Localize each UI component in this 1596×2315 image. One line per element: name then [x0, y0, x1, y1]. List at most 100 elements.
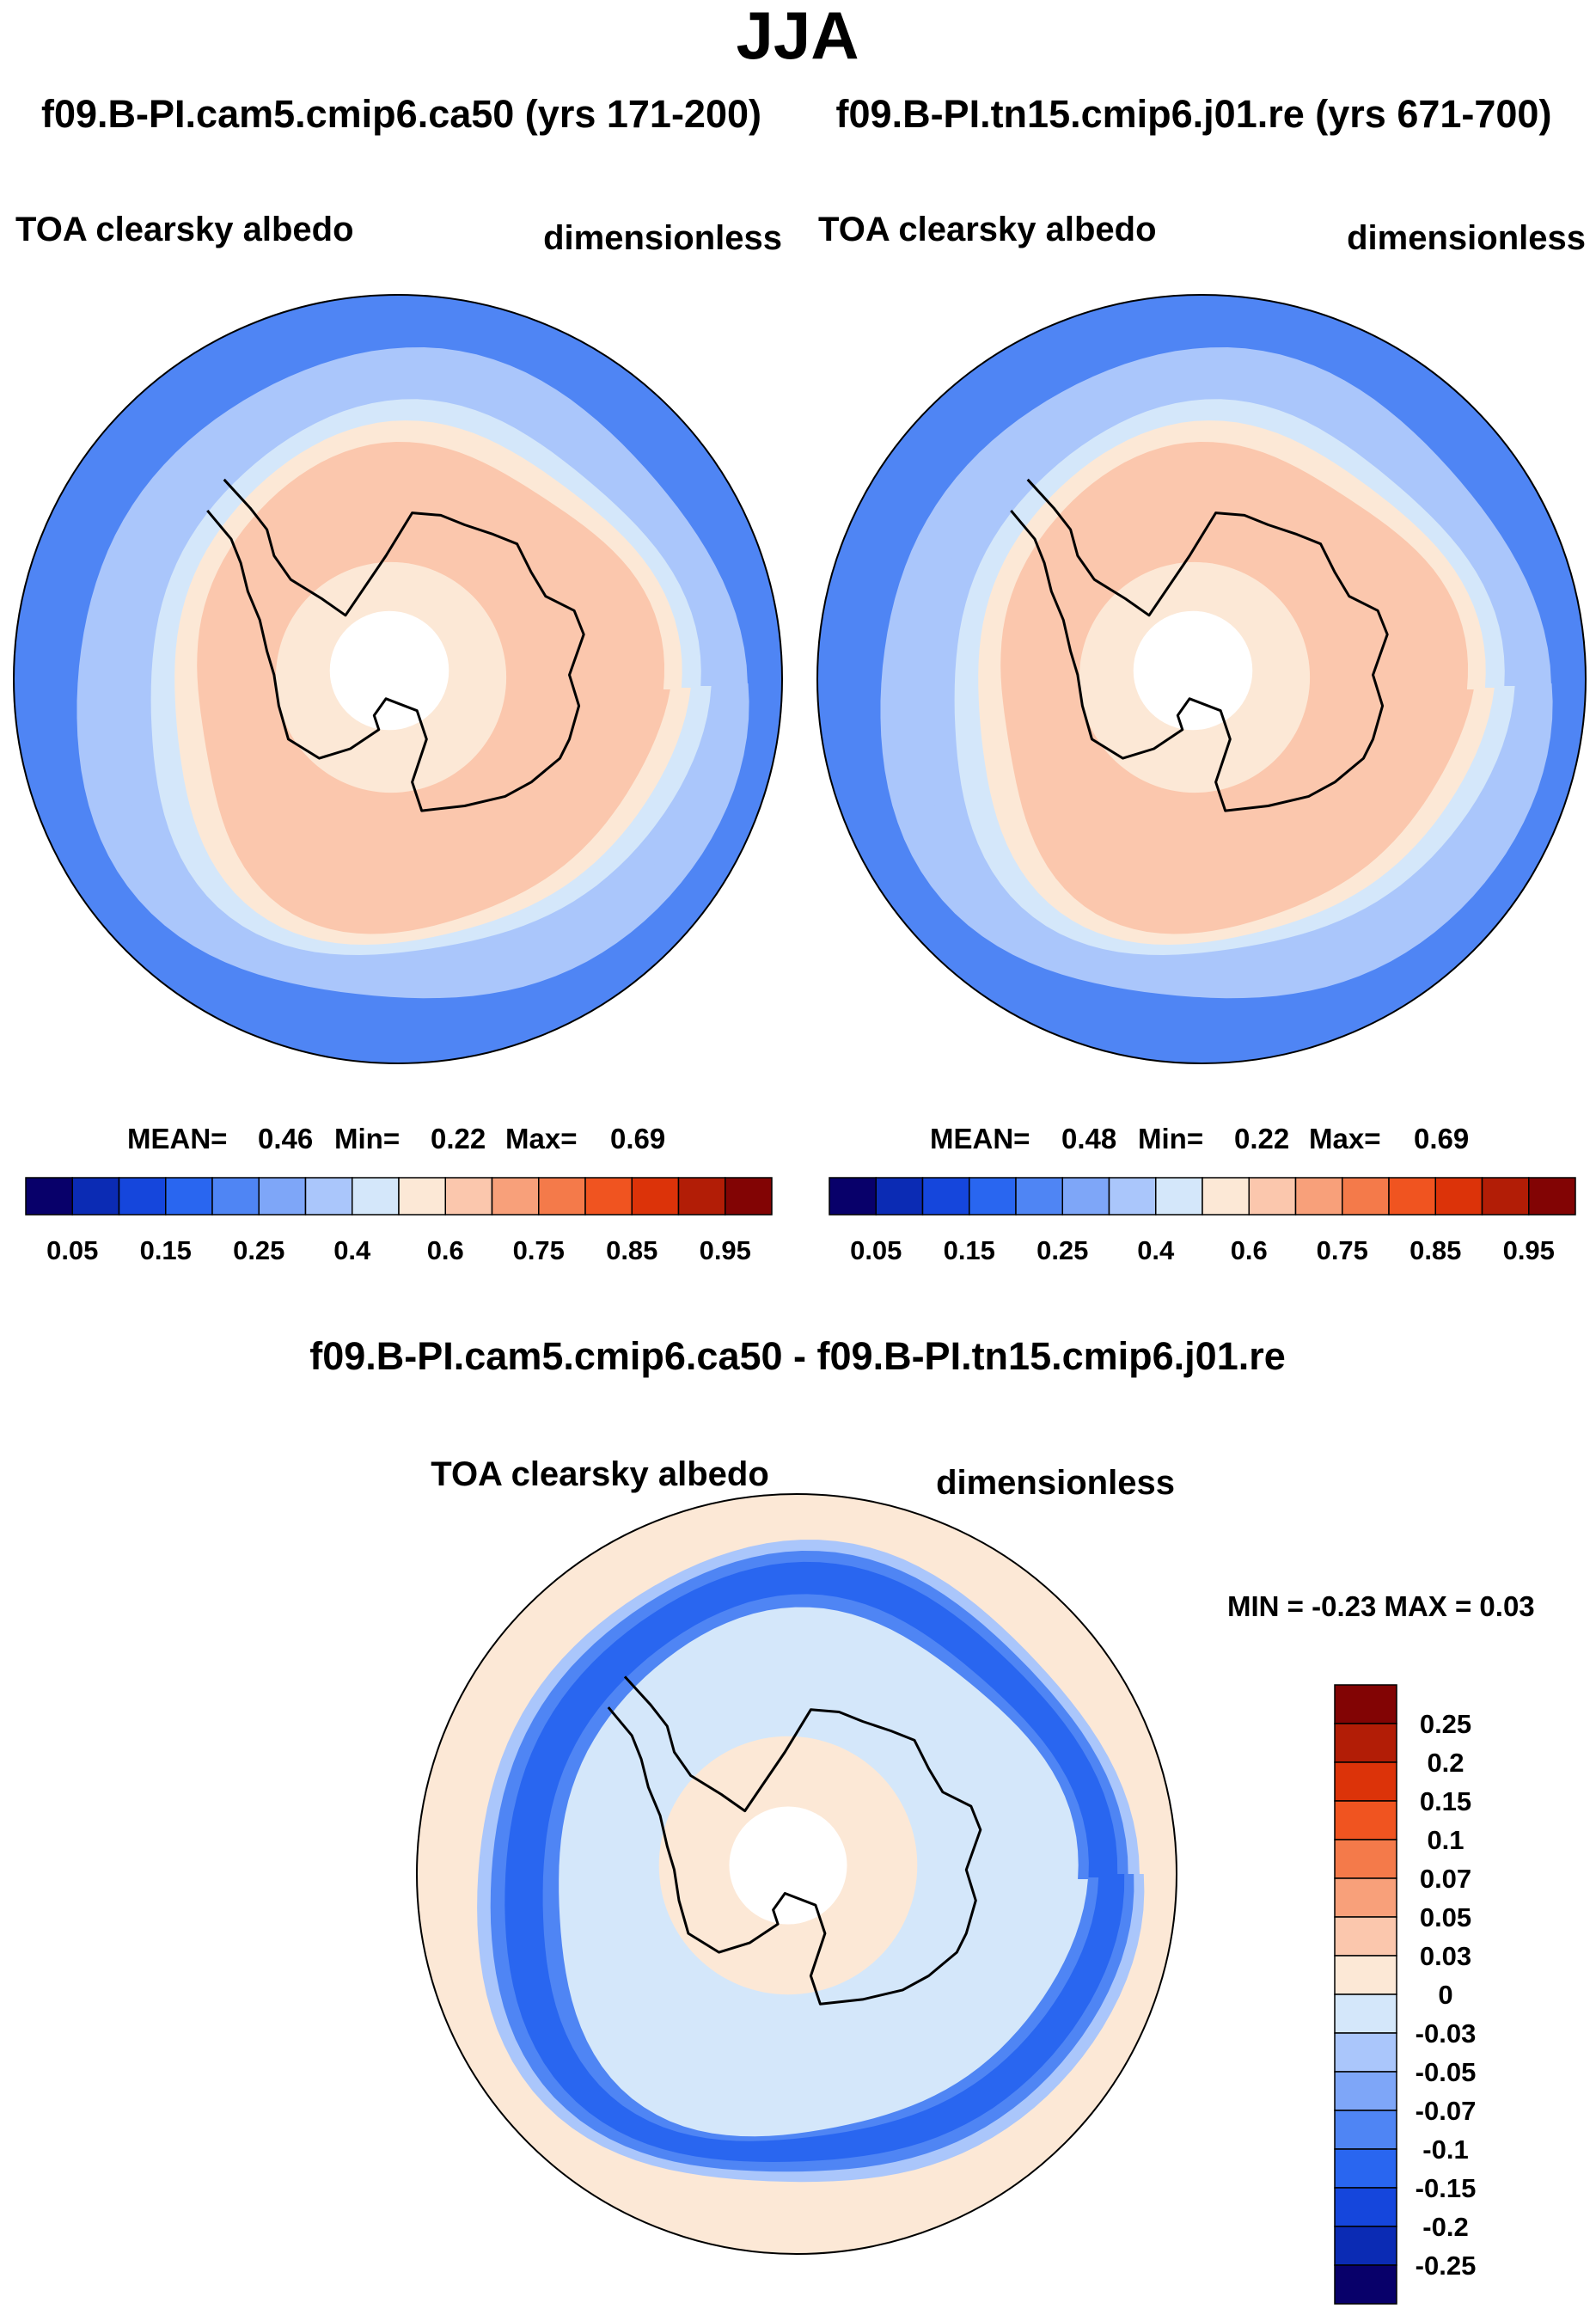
colorbar-tick-label: 0.15 [140, 1235, 192, 1265]
colorbar-swatch [725, 1177, 773, 1216]
pole-hole [729, 1806, 847, 1925]
colorbar-swatch [1108, 1177, 1157, 1216]
mean-label: MEAN= [127, 1123, 227, 1154]
colorbar-swatch [1334, 1993, 1397, 2034]
colorbar-swatch [1061, 1177, 1110, 1216]
colorbar-swatch [1294, 1177, 1343, 1216]
pole-hole [329, 610, 449, 731]
colorbar-swatch [71, 1177, 120, 1216]
colorbar-tick-label: 0.85 [1409, 1235, 1461, 1265]
colorbar-swatch [165, 1177, 213, 1216]
colorbar-swatch [829, 1177, 877, 1216]
pole-hole [1133, 610, 1253, 731]
panel-1-variable: TOA clearsky albedo [15, 211, 354, 248]
panel-2-stats: MEAN= 0.48 Min= 0.22 Max= 0.69 [930, 1123, 1469, 1154]
colorbar-swatch [1334, 2032, 1397, 2073]
colorbar-swatch [1334, 2226, 1397, 2266]
colorbar-tick-label: 0.15 [1420, 1786, 1471, 1816]
colorbar-tick-label: -0.05 [1416, 2057, 1477, 2087]
colorbar-swatch [491, 1177, 540, 1216]
colorbar-swatch [1388, 1177, 1436, 1216]
mean-value: 0.46 [258, 1123, 313, 1154]
difference-colorbar: 0.25 0.2 0.15 0.1 0.07 0.05 0.03 0 -0.03 -0.05 -0.… [1334, 1684, 1477, 2305]
colorbar-tick-label: 0.2 [1427, 1748, 1464, 1778]
max-value: 0.69 [1414, 1123, 1469, 1154]
panel-2-map [816, 294, 1587, 1064]
colorbar-swatch [538, 1177, 586, 1216]
difference-minmax: MIN = -0.23 MAX = 0.03 [1227, 1590, 1535, 1622]
colorbar-tick-label: 0.05 [46, 1235, 98, 1265]
colorbar-swatch [1334, 2071, 1397, 2111]
colorbar-tick-label: 0.15 [944, 1235, 995, 1265]
panel-1-map [13, 294, 783, 1064]
colorbar-swatch [1334, 2148, 1397, 2189]
panel-2-case-label: f09.B-PI.tn15.cmip6.j01.re (yrs 671-700) [836, 92, 1552, 136]
coastline [607, 1675, 982, 2006]
figure-title: JJA [736, 0, 859, 73]
panel-1-colorbar: 0.05 0.15 0.25 0.4 0.6 0.75 0.85 0.95 [25, 1177, 773, 1265]
colorbar-tick-label: 0.95 [1503, 1235, 1555, 1265]
colorbar-swatch [1334, 1800, 1397, 1840]
difference-label: f09.B-PI.cam5.cmip6.ca50 - f09.B-PI.tn15… [309, 1334, 1286, 1378]
colorbar-tick-label: 0.4 [1137, 1235, 1175, 1265]
colorbar-swatch [1334, 2110, 1397, 2150]
colorbar-swatch [1334, 2264, 1397, 2305]
difference-map [416, 1493, 1177, 2255]
min-value: 0.22 [431, 1123, 486, 1154]
min-label: Min= [1138, 1123, 1203, 1154]
colorbar-swatch [1481, 1177, 1530, 1216]
colorbar-swatch [398, 1177, 446, 1216]
colorbar-swatch [1334, 1723, 1397, 1763]
colorbar-swatch [1334, 1839, 1397, 1879]
colorbar-tick-label: 0.25 [1420, 1709, 1471, 1739]
min-label: Min= [334, 1123, 400, 1154]
max-label: Max= [505, 1123, 577, 1154]
colorbar-tick-label: 0.95 [700, 1235, 751, 1265]
mean-label: MEAN= [930, 1123, 1030, 1154]
difference-variable: TOA clearsky albedo [431, 1455, 769, 1493]
colorbar-swatch [921, 1177, 970, 1216]
colorbar-tick-label: 0.75 [513, 1235, 565, 1265]
colorbar-tick-label: 0.85 [606, 1235, 657, 1265]
colorbar-swatch [1202, 1177, 1250, 1216]
colorbar-tick-label: 0.1 [1427, 1825, 1464, 1855]
colorbar-tick-label: -0.25 [1416, 2251, 1477, 2281]
colorbar-tick-label: 0.05 [1420, 1902, 1471, 1932]
colorbar-tick-label: 0.75 [1317, 1235, 1368, 1265]
colorbar-swatch [118, 1177, 167, 1216]
colorbar-tick-label: -0.07 [1416, 2096, 1477, 2126]
colorbar-swatch [969, 1177, 1017, 1216]
mean-value: 0.48 [1061, 1123, 1116, 1154]
colorbar-swatch [258, 1177, 307, 1216]
colorbar-swatch [1334, 1761, 1397, 1802]
colorbar-swatch [444, 1177, 493, 1216]
colorbar-tick-label: -0.1 [1422, 2134, 1468, 2165]
colorbar-tick-label: -0.03 [1416, 2018, 1477, 2049]
colorbar-tick-label: 0.4 [333, 1235, 371, 1265]
panel-1-stats: MEAN= 0.46 Min= 0.22 Max= 0.69 [127, 1123, 665, 1154]
colorbar-swatch [875, 1177, 924, 1216]
colorbar-swatch [352, 1177, 400, 1216]
colorbar-swatch [1155, 1177, 1203, 1216]
difference-units: dimensionless [936, 1464, 1175, 1502]
colorbar-swatch [1248, 1177, 1297, 1216]
colorbar-tick-label: -0.15 [1416, 2173, 1477, 2203]
colorbar-swatch [1342, 1177, 1390, 1216]
panel-1-case-label: f09.B-PI.cam5.cmip6.ca50 (yrs 171-200) [41, 92, 761, 136]
colorbar-swatch [211, 1177, 260, 1216]
colorbar-swatch [1334, 2187, 1397, 2227]
colorbar-swatch [677, 1177, 726, 1216]
colorbar-swatch [1528, 1177, 1576, 1216]
colorbar-swatch [1334, 1684, 1397, 1724]
colorbar-tick-label: 0.25 [1036, 1235, 1088, 1265]
max-value: 0.69 [610, 1123, 665, 1154]
colorbar-swatch [1434, 1177, 1483, 1216]
colorbar-swatch [1334, 1877, 1397, 1918]
panel-2-units: dimensionless [1347, 219, 1586, 257]
colorbar-tick-label: 0.05 [850, 1235, 902, 1265]
min-value: 0.22 [1234, 1123, 1289, 1154]
colorbar-swatch [304, 1177, 353, 1216]
colorbar-tick-label: 0.07 [1420, 1864, 1471, 1894]
colorbar-swatch [584, 1177, 633, 1216]
